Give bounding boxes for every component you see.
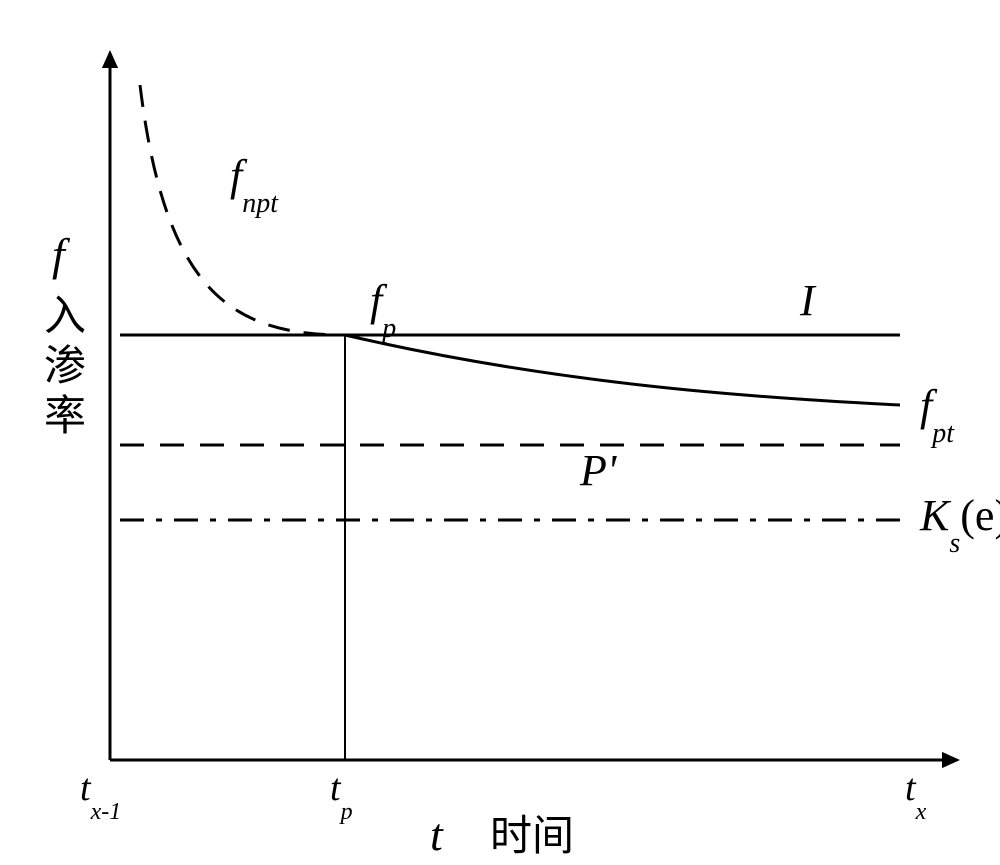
tick-t-p: tp xyxy=(330,767,353,825)
curve-fpt xyxy=(345,335,900,405)
label-fp: fp xyxy=(370,276,396,344)
y-axis-label: f 入 渗 率 xyxy=(44,229,86,440)
x-axis-label: t 时间 xyxy=(430,809,574,860)
x-axis-text: 时间 xyxy=(490,814,574,860)
y-axis-text-1: 入 xyxy=(44,294,86,340)
y-axis-text-3: 率 xyxy=(44,393,86,440)
x-axis-arrow xyxy=(942,752,960,768)
tick-t-x: tx xyxy=(905,767,927,825)
label-ks-e: Ks(e) xyxy=(919,491,1000,559)
y-axis-arrow xyxy=(102,50,118,68)
y-axis-text-2: 渗 xyxy=(44,344,86,390)
tick-t-x-minus-1: tx-1 xyxy=(80,767,121,825)
label-fnpt: fnpt xyxy=(230,151,279,219)
label-p-prime: P' xyxy=(579,446,618,495)
infiltration-rate-chart: f 入 渗 率 t 时间 tx-1 tp tx fnpt fp I fpt P'… xyxy=(0,0,1000,865)
label-i: I xyxy=(799,276,817,325)
x-axis-letter: t xyxy=(430,809,444,860)
y-axis-letter: f xyxy=(52,229,71,280)
label-fpt: fpt xyxy=(920,381,955,449)
